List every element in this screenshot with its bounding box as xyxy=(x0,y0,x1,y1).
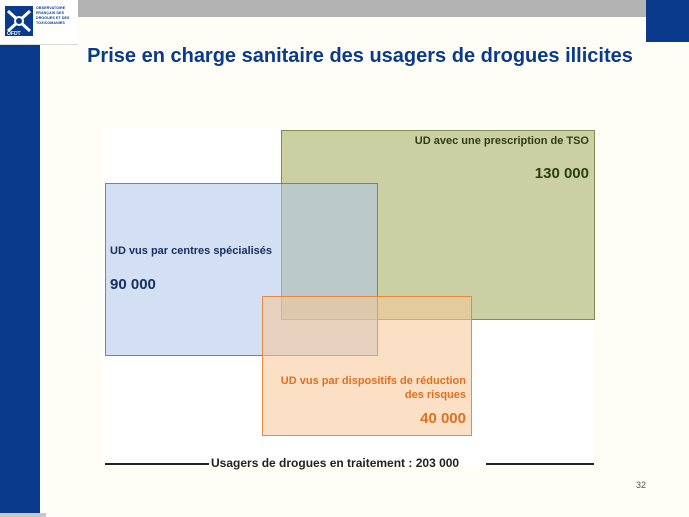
logo-line-1: OBSERVATOIRE xyxy=(36,6,66,10)
total-users-label: Usagers de drogues en traitement : 203 0… xyxy=(211,456,460,470)
logo-line-3: DROGUES ET DES xyxy=(36,16,70,20)
rdr-value: 40 000 xyxy=(420,410,466,427)
total-line-right xyxy=(486,463,594,465)
total-line-left xyxy=(105,463,209,465)
logo-line-4: TOXICOMANIES xyxy=(36,21,65,25)
left-accent-bar xyxy=(0,0,40,517)
rdr-label: UD vus par dispositifs de réduction des … xyxy=(280,375,466,401)
svg-text:OFDT: OFDT xyxy=(7,31,21,37)
ofdt-emblem-icon: OFDT xyxy=(5,6,33,37)
harm-reduction-box: UD vus par dispositifs de réduction des … xyxy=(262,296,472,436)
centres-label: UD vus par centres spécialisés xyxy=(110,245,273,257)
logo-wordmark: OBSERVATOIRE FRANÇAIS DES DROGUES ET DES… xyxy=(36,6,76,26)
centres-value: 90 000 xyxy=(110,276,156,293)
top-accent-bar xyxy=(78,0,660,17)
top-right-accent xyxy=(646,0,689,42)
left-bar-footer xyxy=(0,513,46,517)
tso-label: UD avec une prescription de TSO xyxy=(414,135,589,147)
logo-line-2: FRANÇAIS DES xyxy=(36,11,65,15)
page-number: 32 xyxy=(636,480,647,490)
ofdt-logo: OFDT OBSERVATOIRE FRANÇAIS DES DROGUES E… xyxy=(0,0,78,45)
tso-value: 130 000 xyxy=(534,165,589,182)
slide-title: Prise en charge sanitaire des usagers de… xyxy=(87,45,633,67)
